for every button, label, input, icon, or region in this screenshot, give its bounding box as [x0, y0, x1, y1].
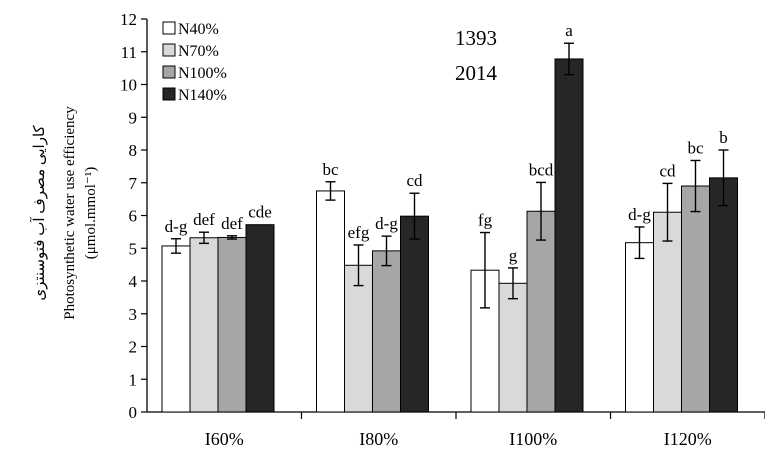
y-tick-label: 6 [129, 207, 138, 226]
legend-label-n70: N70% [178, 43, 219, 60]
significance-label: bc [322, 160, 339, 179]
legend-label-n100: N100% [178, 65, 227, 82]
bar-n100-i100 [526, 210, 556, 413]
bar-n140-i120 [709, 177, 738, 413]
x-tick-label: I80% [359, 429, 398, 449]
significance-label: fg [478, 211, 493, 230]
y-tick-label: 5 [129, 239, 138, 258]
y-tick-label: 3 [129, 305, 138, 324]
significance-label: cd [659, 161, 676, 180]
significance-label: cde [248, 203, 272, 222]
y-axis-label-persian: کارایی مصرف آب فتوسنتزی [30, 124, 48, 300]
y-tick-label: 2 [129, 338, 138, 357]
legend-swatch-n100 [162, 65, 176, 79]
significance-label: a [565, 21, 573, 40]
y-tick-label: 9 [129, 108, 138, 127]
bar-n140-i100 [554, 58, 584, 413]
legend-label-n40: N40% [178, 21, 219, 38]
significance-label: bcd [529, 160, 554, 179]
bar-n140-i60 [245, 224, 275, 413]
legend-swatch-n140 [162, 87, 176, 101]
y-tick-label: 11 [121, 43, 137, 62]
legend-label-n140: N140% [178, 87, 227, 104]
significance-label: efg [348, 223, 370, 242]
significance-label: d-g [375, 214, 398, 233]
significance-label: g [509, 246, 518, 265]
bar-n70-i100 [498, 282, 528, 413]
bar-n100-i80 [372, 250, 401, 413]
annotation-year-gregorian: 2014 [455, 61, 498, 85]
bar-n40-i60 [161, 245, 191, 413]
bar-n140-i80 [400, 215, 429, 413]
y-tick-label: 10 [120, 76, 137, 95]
bar-n40-i120 [625, 242, 654, 413]
y-tick-label: 4 [129, 272, 138, 291]
bar-n70-i80 [344, 264, 373, 413]
bar-n70-i60 [189, 237, 219, 413]
y-axis-label-english: Photosynthetic water use efficiency [62, 106, 78, 320]
x-tick-label: I100% [509, 429, 557, 449]
y-tick-label: 1 [129, 370, 138, 389]
x-tick-label: I120% [664, 429, 712, 449]
legend-swatch-n40 [162, 21, 176, 35]
bar-n100-i60 [217, 236, 247, 413]
y-tick-label: 12 [120, 10, 137, 29]
y-tick-label: 7 [129, 174, 138, 193]
legend-swatch-n70 [162, 43, 176, 57]
y-tick-label: 0 [129, 403, 138, 422]
significance-label: d-g [628, 205, 651, 224]
significance-label: b [719, 128, 728, 147]
bar-n100-i120 [681, 185, 710, 413]
y-tick-label: 8 [129, 141, 138, 160]
y-axis-unit: (μmol.mmol⁻¹) [83, 167, 99, 260]
significance-label: def [193, 210, 215, 229]
significance-label: cd [406, 171, 423, 190]
bar-n40-i80 [316, 190, 345, 413]
bar-n70-i120 [653, 211, 682, 413]
significance-label: d-g [165, 217, 188, 236]
significance-label: bc [687, 138, 704, 157]
annotation-year-persian: 1393 [455, 26, 497, 50]
x-tick-label: I60% [205, 429, 244, 449]
significance-label: def [221, 214, 243, 233]
